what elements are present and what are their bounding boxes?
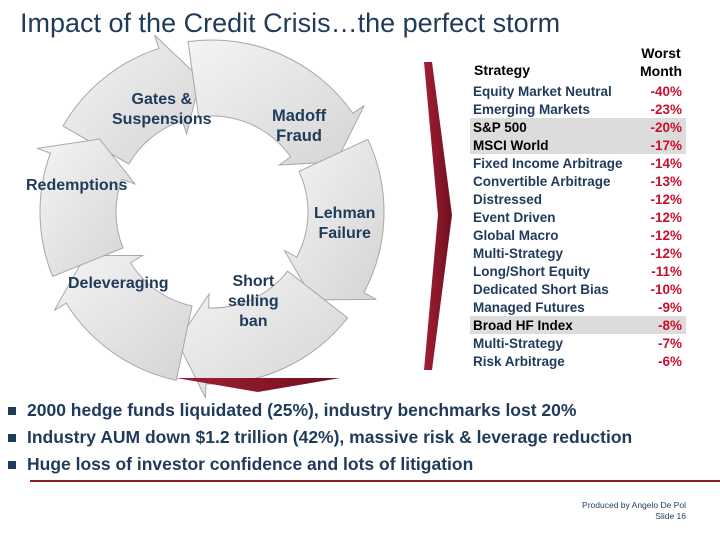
worst-month-value: -11%: [651, 263, 682, 279]
label-line: Short: [232, 273, 275, 290]
label-line: Madoff: [272, 107, 327, 125]
strategy-name: Equity Market Neutral: [473, 83, 612, 99]
table-row: Global Macro -12%: [470, 226, 686, 244]
label-line: Suspensions: [112, 111, 212, 128]
strategy-name: Long/Short Equity: [473, 263, 590, 279]
label-line: Fraud: [276, 127, 322, 145]
strategy-name: Dedicated Short Bias: [473, 281, 609, 297]
label-line: ban: [239, 313, 268, 330]
header-strategy: Strategy: [474, 62, 531, 78]
table-row: Equity Market Neutral -40%: [470, 82, 686, 100]
label-line: selling: [228, 293, 279, 310]
strategy-name: Managed Futures: [473, 299, 585, 315]
label-gates-suspensions: Gates & Suspensions: [112, 90, 212, 130]
bullet-text: Huge loss of investor confidence and lot…: [27, 454, 474, 474]
cycle-arrow-short: [176, 270, 349, 399]
worst-month-value: -40%: [650, 83, 682, 99]
header-line: Month: [640, 63, 682, 79]
cycle-arrow-gates: [62, 34, 201, 165]
bullet-text: Industry AUM down $1.2 trillion (42%), m…: [27, 427, 633, 447]
table-row: Event Driven -12%: [470, 208, 686, 226]
table-row: Risk Arbitrage -6%: [470, 352, 686, 370]
label-lehman-failure: Lehman Failure: [314, 204, 375, 244]
worst-month-value: -8%: [657, 317, 682, 333]
worst-month-value: -7%: [657, 335, 682, 351]
square-bullet-icon: [8, 406, 16, 415]
table-row: Managed Futures -9%: [470, 298, 686, 316]
right-arrow-icon: [424, 62, 452, 370]
worst-month-value: -14%: [650, 155, 682, 171]
cycle-arrow-lehman: [283, 138, 385, 301]
label-line: Lehman: [314, 205, 376, 222]
worst-month-value: -17%: [650, 137, 682, 153]
table-rows: Equity Market Neutral -40% Emerging Market…: [470, 82, 686, 370]
worst-month-value: -20%: [650, 119, 682, 135]
square-bullet-icon: [8, 460, 16, 469]
table-row: Emerging Markets -23%: [470, 100, 686, 118]
strategy-name: Multi-Strategy: [473, 335, 564, 351]
cycle-arrow-madoff: [187, 39, 365, 166]
label-redemptions: Redemptions: [26, 176, 127, 196]
bullet-list: 2000 hedge funds liquidated (25%), indus…: [8, 397, 720, 478]
bullet-item: Industry AUM down $1.2 trillion (42%), m…: [8, 424, 720, 451]
worst-month-value: -12%: [650, 227, 682, 243]
worst-month-value: -9%: [657, 299, 682, 315]
slide-number: Slide 16: [655, 511, 686, 521]
worst-month-value: -12%: [650, 191, 682, 207]
cycle-diagram: [37, 34, 452, 399]
table-row: Long/Short Equity -11%: [470, 262, 686, 280]
strategy-name: Multi-Strategy: [473, 245, 564, 261]
cycle-arrow-redemptions: [37, 138, 137, 278]
table-row: Fixed Income Arbitrage -14%: [470, 154, 686, 172]
table-row: Multi-Strategy -7%: [470, 334, 686, 352]
strategy-name: Broad HF Index: [473, 317, 573, 333]
label-line: Redemptions: [26, 177, 128, 194]
worst-month-value: -12%: [650, 245, 682, 261]
table-row: Broad HF Index -8%: [470, 316, 686, 334]
footer: Produced by Angelo De Pol Slide 16: [582, 500, 686, 522]
header-line: Worst: [641, 45, 681, 61]
worst-month-value: -10%: [650, 281, 682, 297]
label-short-selling-ban: Short selling ban: [228, 272, 279, 332]
strategy-name: Event Driven: [473, 209, 556, 225]
strategy-name: Risk Arbitrage: [473, 353, 565, 369]
strategy-name: Global Macro: [473, 227, 559, 243]
strategy-name: Fixed Income Arbitrage: [473, 155, 623, 171]
label-deleveraging: Deleveraging: [68, 274, 168, 294]
footer-author: Produced by Angelo De Pol: [582, 500, 686, 510]
label-madoff-fraud: Madoff Fraud: [272, 106, 326, 146]
worst-month-value: -6%: [657, 353, 682, 369]
table-row: Dedicated Short Bias -10%: [470, 280, 686, 298]
down-arrow-icon: [176, 378, 340, 392]
table-row: MSCI World -17%: [470, 136, 686, 154]
worst-month-value: -12%: [650, 209, 682, 225]
bullet-item: 2000 hedge funds liquidated (25%), indus…: [8, 397, 720, 424]
strategy-name: Convertible Arbitrage: [473, 173, 611, 189]
bullet-item: Huge loss of investor confidence and lot…: [8, 451, 720, 478]
strategy-name: Emerging Markets: [473, 101, 591, 117]
table-row: S&P 500 -20%: [470, 118, 686, 136]
strategy-name: S&P 500: [473, 119, 527, 135]
header-worst-month: Worst Month: [640, 44, 682, 80]
cycle-arrow-deleveraging: [53, 254, 193, 381]
label-line: Failure: [318, 225, 371, 242]
worst-month-value: -23%: [650, 101, 682, 117]
strategy-name: MSCI World: [473, 137, 549, 153]
strategy-name: Distressed: [473, 191, 543, 207]
divider-line: [30, 480, 720, 482]
table-row: Distressed -12%: [470, 190, 686, 208]
table-row: Convertible Arbitrage -13%: [470, 172, 686, 190]
label-line: Gates &: [131, 91, 193, 108]
bullet-text: 2000 hedge funds liquidated (25%), indus…: [27, 400, 577, 420]
label-line: Deleveraging: [68, 275, 169, 292]
square-bullet-icon: [8, 433, 16, 442]
cycle-arrows: [37, 34, 385, 399]
worst-month-value: -13%: [650, 173, 682, 189]
slide-title: Impact of the Credit Crisis…the perfect …: [20, 8, 561, 38]
table-row: Multi-Strategy -12%: [470, 244, 686, 262]
